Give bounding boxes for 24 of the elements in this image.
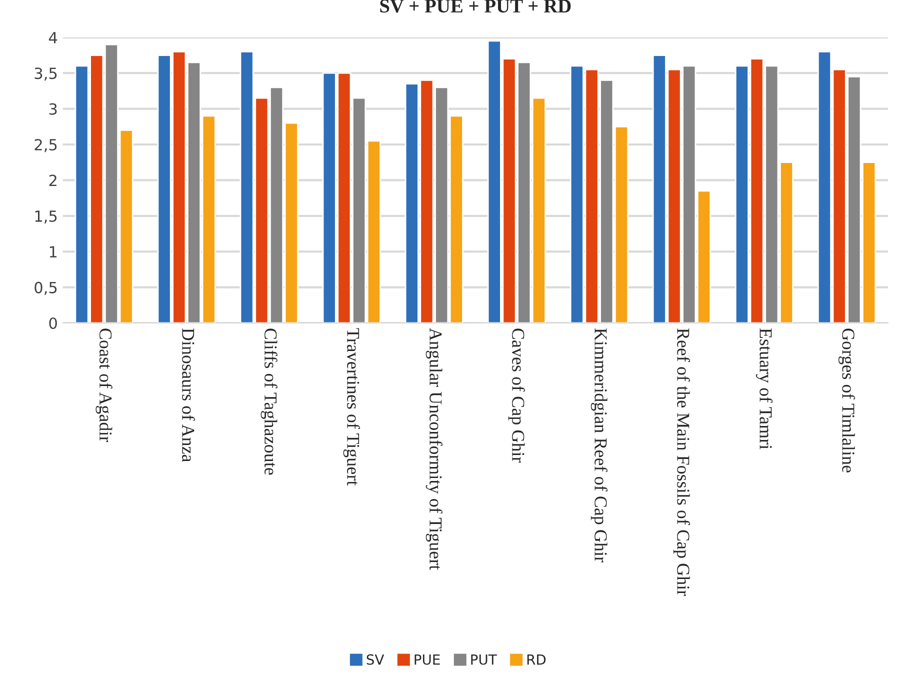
legend-label: SV xyxy=(366,654,384,665)
x-tick-label: Cliffs of Taghazoute xyxy=(260,328,278,475)
legend-label: PUE xyxy=(414,654,440,665)
y-tick-label: 3 xyxy=(49,103,57,115)
y-tick-label: 2 xyxy=(49,174,56,186)
y-tick-label: 1 xyxy=(50,246,57,258)
y-tick-label: 4 xyxy=(48,32,58,44)
y-tick-label: 0 xyxy=(49,317,57,330)
chart-title: SV + PUE + PUT + RD xyxy=(380,0,571,13)
x-tick-label: Travertines of Tiguert xyxy=(343,328,360,486)
x-tick-label: Coast of Agadir xyxy=(96,328,112,442)
x-tick-label: Dinosaurs of Anza xyxy=(182,328,195,462)
legend-label: PUT xyxy=(471,654,497,665)
x-tick-label: Reef of the Main Fossils of Cap Ghir xyxy=(673,328,690,596)
x-tick-label: Gorges of Timlaline xyxy=(838,328,856,472)
y-tick-label: 1,5 xyxy=(35,210,57,224)
x-tick-label: Kimmeridgian Reef of Cap Ghir xyxy=(590,328,608,562)
y-tick-label: 0,5 xyxy=(34,282,57,295)
x-tick-label: Angular Unconformity of Tiguert xyxy=(426,328,442,570)
y-tick-label: 2,5 xyxy=(34,138,57,152)
legend-label: RD xyxy=(527,654,546,665)
x-tick-label: Estuary of Tamri xyxy=(756,328,773,450)
x-tick-label: Caves of Cap Ghir xyxy=(508,328,525,463)
y-tick-label: 3,5 xyxy=(34,68,57,81)
